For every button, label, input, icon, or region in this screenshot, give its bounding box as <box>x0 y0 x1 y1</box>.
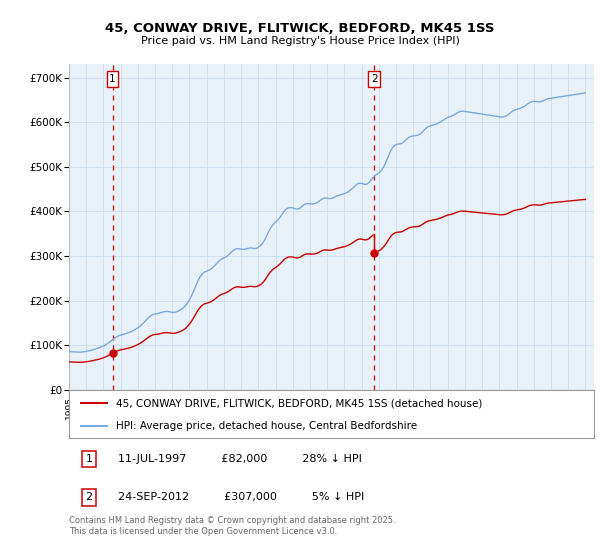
Text: 1: 1 <box>109 74 116 84</box>
Text: 45, CONWAY DRIVE, FLITWICK, BEDFORD, MK45 1SS (detached house): 45, CONWAY DRIVE, FLITWICK, BEDFORD, MK4… <box>116 398 482 408</box>
Text: 45, CONWAY DRIVE, FLITWICK, BEDFORD, MK45 1SS: 45, CONWAY DRIVE, FLITWICK, BEDFORD, MK4… <box>105 22 495 35</box>
Text: HPI: Average price, detached house, Central Bedfordshire: HPI: Average price, detached house, Cent… <box>116 421 418 431</box>
Text: 2: 2 <box>371 74 377 84</box>
Text: 24-SEP-2012          £307,000          5% ↓ HPI: 24-SEP-2012 £307,000 5% ↓ HPI <box>118 492 364 502</box>
Text: 11-JUL-1997          £82,000          28% ↓ HPI: 11-JUL-1997 £82,000 28% ↓ HPI <box>118 454 362 464</box>
Text: Price paid vs. HM Land Registry's House Price Index (HPI): Price paid vs. HM Land Registry's House … <box>140 36 460 46</box>
Text: Contains HM Land Registry data © Crown copyright and database right 2025.
This d: Contains HM Land Registry data © Crown c… <box>69 516 395 536</box>
Text: 1: 1 <box>85 454 92 464</box>
Text: 2: 2 <box>85 492 92 502</box>
